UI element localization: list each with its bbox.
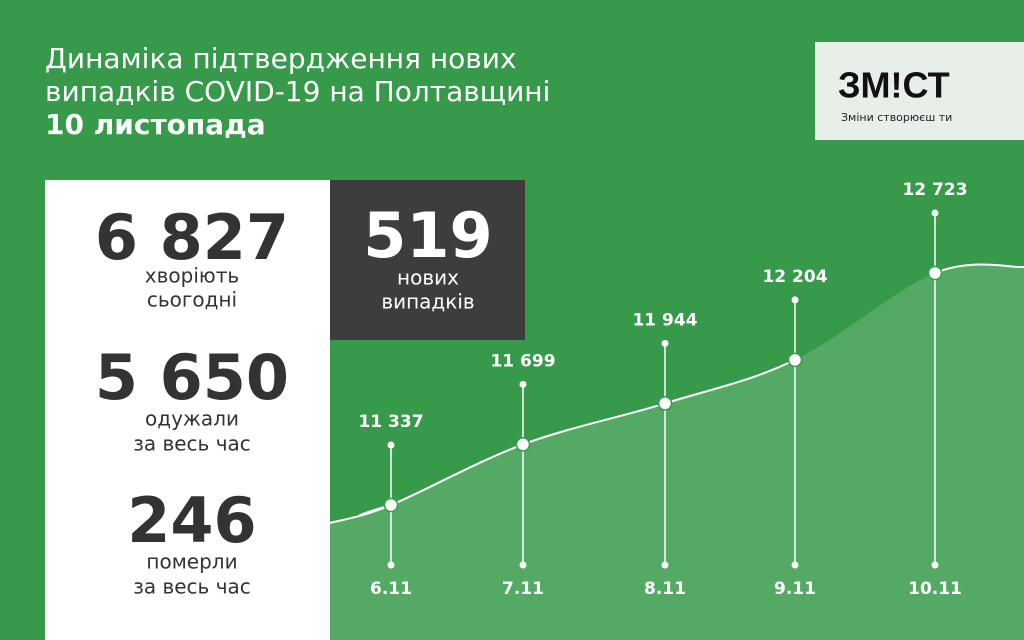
line-extension: [934, 263, 1024, 274]
stat-label: хворіють: [145, 264, 239, 288]
stem-bottom: [931, 561, 939, 569]
point: [927, 265, 943, 281]
value-label: 11 944: [632, 310, 697, 330]
new-cases-value: 519: [363, 199, 492, 272]
x-tick-label: 6.11: [370, 579, 412, 599]
stem-top: [519, 380, 527, 388]
new-cases-label: випадків: [381, 290, 474, 314]
stats-panel: [45, 180, 330, 640]
title-date: 10 листопада: [45, 108, 266, 141]
logo-slogan: Зміни створюєш ти: [841, 111, 952, 124]
new-cases-box: [330, 180, 525, 340]
stat-label: за весь час: [133, 432, 251, 456]
x-tick-label: 8.11: [644, 579, 686, 599]
stat-label: за весь час: [133, 575, 251, 599]
logo-name: ЗМ!СТ: [838, 65, 950, 106]
stem-top: [931, 209, 939, 217]
point: [383, 497, 399, 513]
stat-value: 5 650: [95, 341, 289, 414]
value-label: 12 723: [902, 180, 967, 200]
stem-top: [661, 339, 669, 347]
new-cases-label: нових: [397, 266, 459, 290]
stat-label: сьогодні: [147, 288, 237, 312]
x-tick-label: 10.11: [908, 579, 962, 599]
title-line: випадків COVID-19 на Полтавщині: [45, 75, 550, 108]
title-line: Динаміка підтвердження нових: [45, 42, 517, 75]
stem-bottom: [791, 561, 799, 569]
stat-value: 246: [127, 484, 256, 557]
chart: 11 337 6.11 11 699 7.11 11 944 8.11 12 204 9.11…: [329, 180, 1024, 640]
stem-top: [387, 441, 395, 449]
stat-label: одужали: [145, 407, 239, 431]
point: [657, 396, 673, 411]
stem-bottom: [387, 561, 395, 569]
value-label: 11 699: [490, 351, 555, 371]
stem-top: [791, 296, 799, 304]
value-label: 12 204: [762, 267, 827, 287]
x-tick-label: 9.11: [774, 579, 816, 599]
area: [330, 264, 1024, 640]
point: [787, 352, 803, 368]
logo-box: [815, 42, 1024, 140]
stat-value: 6 827: [95, 201, 289, 274]
x-tick-label: 7.11: [502, 579, 544, 599]
value-label: 11 337: [358, 412, 423, 432]
stem-bottom: [519, 561, 527, 569]
stat-label: померли: [146, 550, 237, 574]
stem-bottom: [661, 561, 669, 569]
point: [515, 437, 531, 452]
